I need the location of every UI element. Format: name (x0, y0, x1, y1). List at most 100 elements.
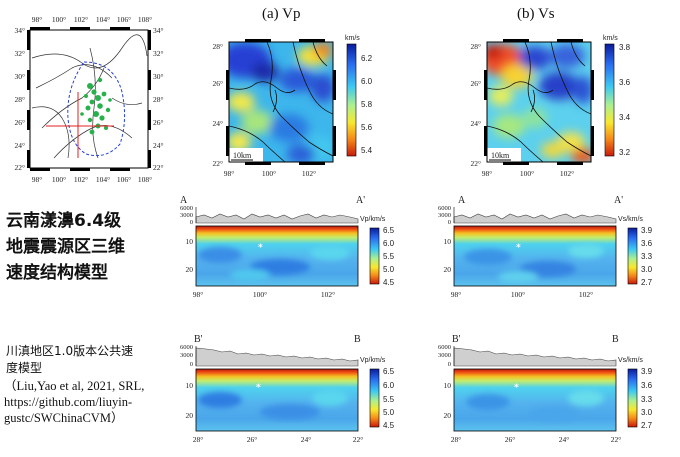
vs-section-colorbar: Vs/km/s 3.9 3.6 3.3 3.0 2.7 (618, 357, 653, 430)
vs-panel-title: (b) Vs (517, 6, 555, 22)
vs-map-lon-tick: 98° (482, 169, 493, 178)
topography-profile (453, 347, 617, 367)
section-end-label: B (612, 334, 619, 345)
overview-lat-tick-right: 32° (153, 49, 164, 58)
colorbar-tick: 3.9 (641, 226, 653, 235)
overview-lon-tick: 108° (138, 175, 152, 184)
colorbar-tick: 6.5 (383, 367, 395, 376)
colorbar-tick: 6.2 (361, 54, 373, 63)
section-start-label: B' (452, 334, 461, 345)
colorbar-tick: 2.7 (641, 421, 653, 430)
overview-lat-tick: 22° (15, 163, 26, 172)
elev-tick: 0 (448, 361, 451, 368)
fault-lines (31, 34, 148, 159)
vs-section-aa: A A' 6000 3000 0 * 10 20 98° 100° 102° (418, 193, 678, 303)
colorbar-tick: 3.2 (619, 148, 631, 157)
colorbar-unit: km/s (603, 35, 618, 42)
overview-lon-tick: 98° (32, 175, 43, 184)
colorbar-unit: Vs/km/s (618, 357, 643, 364)
section-x-tick: 102° (579, 290, 593, 299)
elev-tick: 6000 (180, 205, 193, 212)
vp-map-colorbar: km/s 6.2 6.0 5.8 5.6 5.4 (345, 35, 373, 157)
overview-lat-tick: 28° (15, 95, 26, 104)
vs-section-bb: B' B 6000 3000 0 * 10 20 28° 26° 24° 22° (418, 332, 678, 450)
overview-lon-tick-top: 102° (74, 15, 88, 24)
overview-lat-tick-right: 34° (153, 26, 164, 35)
overview-lon-tick-top: 106° (117, 15, 131, 24)
section-start-label: A (180, 195, 188, 206)
colorbar-tick: 3.6 (641, 239, 653, 248)
vs-map-svg: 10km 28° 26° 24° 22° 98° 100° 102° km/s … (471, 35, 631, 178)
topography-profile (453, 213, 617, 224)
caption-line: 地震震源区三维 (6, 237, 125, 257)
depth-tick: 20 (444, 265, 452, 274)
depth-tick: 20 (444, 411, 452, 420)
section-end-label: B (354, 334, 361, 345)
study-region-outline (67, 61, 126, 157)
vp-section-colorbar: Vp/km/s 6.5 6.0 5.5 5.0 4.5 (360, 216, 395, 287)
overview-lat-tick-right: 30° (153, 72, 164, 81)
colorbar-tick: 3.4 (619, 113, 631, 122)
elev-tick: 6000 (438, 205, 451, 212)
model-caption: 川滇地区1.0版本公共速 度模型 (6, 343, 133, 377)
reference-text: （Liu,Yao et al, 2021, SRL, https://githu… (4, 378, 144, 426)
elev-tick: 6000 (438, 344, 451, 351)
overview-lat-tick-right: 26° (153, 118, 164, 127)
colorbar-tick: 3.3 (641, 252, 653, 261)
overview-map: 34° 32° 30° 28° 26° 24° 22° 34° 32° 30° … (2, 8, 172, 193)
seismicity-dots (80, 77, 112, 135)
topography-profile (195, 213, 359, 224)
overview-lat-tick-right: 28° (153, 95, 164, 104)
overview-lat-tick: 32° (15, 49, 26, 58)
caption-line: 川滇地区1.0版本公共速 (6, 344, 134, 358)
section-x-tick: 26° (505, 435, 516, 444)
vp-map-lon-tick: 102° (302, 169, 316, 178)
overview-lon-tick-top: 108° (138, 15, 152, 24)
overview-map-svg: 34° 32° 30° 28° 26° 24° 22° 34° 32° 30° … (15, 15, 164, 184)
colorbar-unit: km/s (345, 35, 360, 42)
reference-line: （Liu,Yao et al, 2021, SRL, (4, 379, 145, 393)
colorbar-tick: 3.6 (619, 78, 631, 87)
vp-section-bb-svg: B' B 6000 3000 0 * 10 20 28° 26° 24° 22° (180, 334, 395, 444)
topography-profile (195, 347, 359, 367)
section-x-tick: 24° (559, 435, 570, 444)
colorbar-tick: 5.0 (383, 408, 395, 417)
colorbar-tick: 3.8 (619, 43, 631, 52)
section-x-tick: 28° (193, 435, 204, 444)
elev-tick: 0 (448, 219, 451, 226)
overview-lon-tick: 102° (74, 175, 88, 184)
section-start-label: B' (194, 334, 203, 345)
vs-map-lat-tick: 22° (471, 159, 482, 168)
vp-map-lat-tick: 28° (213, 42, 224, 51)
vp-section-colorbar: Vp/km/s 6.5 6.0 5.5 5.0 4.5 (360, 357, 395, 430)
section-start-label: A (458, 195, 466, 206)
section-x-tick: 98° (193, 290, 204, 299)
colorbar-tick: 3.0 (641, 265, 653, 274)
vp-map-lat-tick: 22° (213, 159, 224, 168)
vp-section-aa-svg: A A' 6000 3000 0 * 10 20 98° 100° 102° (180, 195, 395, 299)
vp-section-bb: B' B 6000 3000 0 * 10 20 28° 26° 24° 22° (160, 332, 420, 450)
vp-map-lon-tick: 100° (262, 169, 276, 178)
overview-lon-tick: 100° (52, 175, 66, 184)
vs-map-lat-tick: 24° (471, 119, 482, 128)
svg-text:*: * (256, 383, 261, 393)
overview-lon-tick-top: 98° (32, 15, 43, 24)
overview-lat-tick: 30° (15, 72, 26, 81)
depth-tick: 10 (186, 381, 194, 390)
colorbar-tick: 6.0 (383, 239, 395, 248)
overview-lat-tick: 34° (15, 26, 26, 35)
vp-map-lon-tick: 98° (224, 169, 235, 178)
vs-map-lon-tick: 100° (520, 169, 534, 178)
colorbar-unit: Vp/km/s (360, 216, 386, 223)
map-scale-label: 10km (233, 151, 252, 160)
depth-tick: 10 (444, 237, 452, 246)
overview-lon-tick-top: 104° (96, 15, 110, 24)
caption-line: 云南漾濞6.4级 (6, 211, 122, 231)
section-x-tick: 98° (451, 290, 462, 299)
section-x-tick: 102° (321, 290, 335, 299)
colorbar-unit: Vs/km/s (618, 216, 643, 223)
depth-tick: 20 (186, 265, 194, 274)
elev-tick: 3000 (438, 212, 451, 219)
vp-map-panel: 10km 28° 26° 24° 22° 98° 100° 102° km/s … (205, 30, 385, 180)
colorbar-tick: 2.7 (641, 278, 653, 287)
